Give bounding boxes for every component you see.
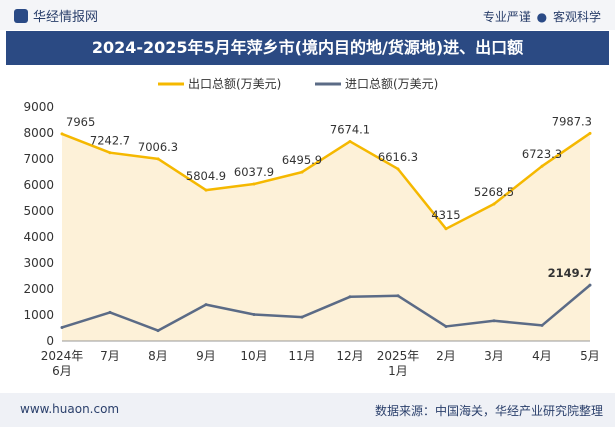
series-0-point-4 [252,182,256,186]
site-url: www.huaon.com [20,402,120,416]
y-tick-label-3: 3000 [23,256,54,270]
x-tick-label-5: 11月 [288,349,315,363]
tagline: 专业严谨 ● 客观科学 [483,8,601,25]
series-0-point-5 [300,170,304,174]
series-1-point-2 [156,329,160,333]
legend-label-1: 进口总额(万美元) [345,77,438,91]
data-label-0-6: 7674.1 [330,122,370,136]
legend-label-0: 出口总额(万美元) [188,77,281,91]
series-1-point-10 [540,323,544,327]
tagline-2: 客观科学 [552,10,601,24]
series-1-point-4 [252,312,256,316]
x-tick-label-3: 9月 [196,349,216,363]
series-1-point-5 [300,315,304,319]
top-bar: 华经情报网 专业严谨 ● 客观科学 [0,0,615,30]
series-line-0 [61,132,591,231]
brand-name: 华经情报网 [33,10,99,25]
series-0-point-8 [444,227,448,231]
data-label-0-9: 5268.5 [474,185,514,199]
series-1-point-3 [204,303,208,307]
x-tick-label-0-line2: 6月 [52,364,72,378]
series-1-point-1 [108,310,112,314]
y-tick-label-2: 2000 [23,282,54,296]
data-label-0-4: 6037.9 [234,165,274,179]
y-tick-label-5: 5000 [23,204,54,218]
x-tick-label-6: 12月 [336,349,363,363]
tagline-separator: ● [536,10,548,24]
x-tick-label-8: 2月 [436,349,456,363]
data-label-0-1: 7242.7 [90,134,130,148]
chart-title: 2024-2025年5月年萍乡市(境内目的地/货源地)进、出口额 [6,31,609,65]
series-1-point-9 [492,319,496,323]
data-label-0-5: 6495.9 [282,153,322,167]
series-area-0 [62,133,590,341]
brand-logo-icon [14,9,28,23]
data-label-1-11: 2149.7 [548,266,592,280]
data-label-0-3: 5804.9 [186,169,226,183]
x-tick-label-9: 3月 [484,349,504,363]
brand: 华经情报网 [14,6,98,25]
y-tick-label-0: 0 [46,334,54,348]
y-tick-label-4: 4000 [23,230,54,244]
series-0-point-3 [204,188,208,192]
data-label-0-10: 6723.3 [522,147,562,161]
series-1-point-0 [60,325,64,329]
data-label-0-11: 7987.3 [552,114,592,128]
series-0-point-9 [492,202,496,206]
x-tick-label-11: 5月 [580,349,600,363]
series-0-point-6 [348,139,352,143]
data-label-0-7: 6616.3 [378,150,418,164]
series-1-point-11 [588,283,592,287]
tagline-1: 专业严谨 [482,10,531,24]
x-tick-label-4: 10月 [240,349,267,363]
series-1-point-6 [348,295,352,299]
series-0-point-1 [108,151,112,155]
x-tick-label-0: 2024年 [41,349,84,363]
series-0-point-7 [396,167,400,171]
series-1-point-7 [396,294,400,298]
series-0-point-11 [588,131,592,135]
series-1-point-8 [444,324,448,328]
series-0-point-0 [60,132,64,136]
chart: 出口总额(万美元) 进口总额(万美元) 0 1000 2000 3000 4000 5000 6… [23,77,600,378]
x-tick-label-2: 8月 [148,349,168,363]
x-tick-label-10: 4月 [532,349,552,363]
x-tick-label-1: 7月 [100,349,120,363]
y-tick-label-7: 7000 [23,152,54,166]
x-tick-label-7: 2025年 [377,349,420,363]
data-label-0-0: 7965 [66,115,95,129]
series-0-point-10 [540,164,544,168]
x-tick-label-7-line2: 1月 [388,364,408,378]
y-tick-label-8: 8000 [23,126,54,140]
data-label-0-8: 4315 [431,208,460,222]
footer: www.huaon.com 数据来源：中国海关，华经产业研究院整理 [0,393,615,427]
y-tick-label-1: 1000 [23,308,54,322]
data-source: 数据来源：中国海关，华经产业研究院整理 [374,404,603,418]
y-tick-label-9: 9000 [23,100,54,114]
y-tick-label-6: 6000 [23,178,54,192]
series-0-point-2 [156,157,160,161]
data-label-0-2: 7006.3 [138,140,178,154]
series-line-1 [61,284,591,332]
